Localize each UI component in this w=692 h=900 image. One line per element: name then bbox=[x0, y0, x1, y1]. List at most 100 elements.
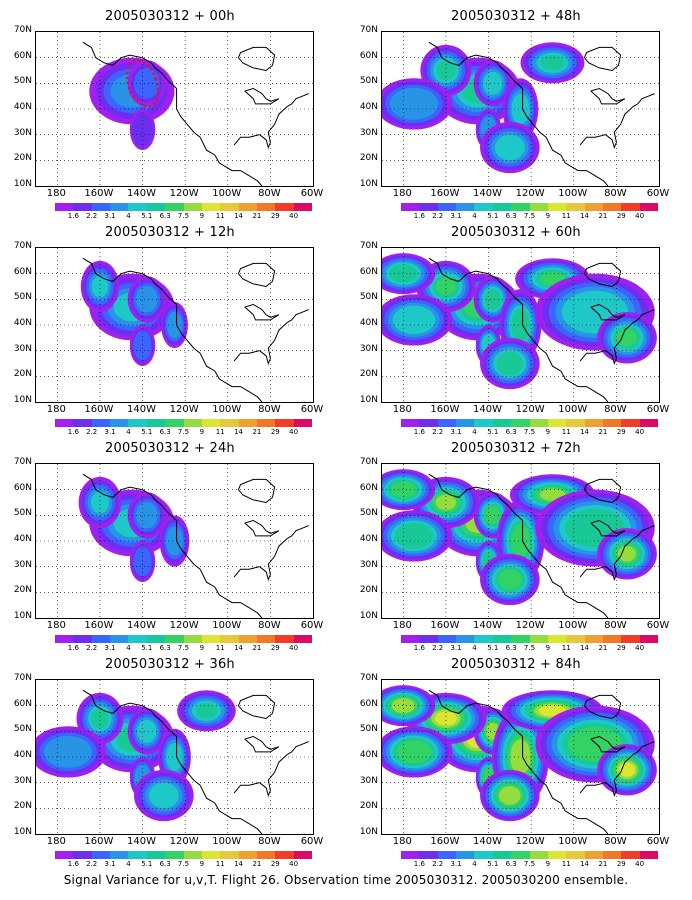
variance-contour bbox=[511, 93, 530, 125]
colorbar-label: 6.3 bbox=[505, 428, 517, 436]
longitude-label: 140W bbox=[473, 404, 503, 415]
colorbar-swatch bbox=[128, 635, 147, 643]
panel-title: 2005030312 + 84h bbox=[451, 657, 581, 672]
colorbar-swatch bbox=[110, 203, 129, 211]
colorbar-swatch bbox=[110, 419, 129, 427]
colorbar-swatch bbox=[511, 851, 530, 859]
colorbar-label: 9 bbox=[199, 644, 205, 652]
variance-contour bbox=[496, 352, 524, 375]
latitude-label: 30N bbox=[13, 559, 32, 570]
longitude-label: 160W bbox=[430, 620, 460, 631]
longitude-label: 100W bbox=[558, 620, 588, 631]
colorbar-label: 5.1 bbox=[141, 212, 153, 220]
latitude-label: 20N bbox=[13, 153, 32, 164]
colorbar-swatch bbox=[146, 419, 166, 427]
latitude-label: 70N bbox=[13, 457, 32, 467]
variance-contour bbox=[435, 494, 457, 511]
variance-contour bbox=[166, 742, 183, 772]
coastline bbox=[428, 689, 609, 834]
colorbar-swatch bbox=[602, 203, 622, 211]
colorbar-swatch bbox=[128, 851, 147, 859]
latitude-label: 40N bbox=[359, 102, 378, 112]
colorbar-label: 14 bbox=[580, 212, 590, 220]
colorbar-label: 29 bbox=[270, 860, 280, 868]
longitude-label: 60W bbox=[300, 620, 324, 631]
colorbar-label: 5.1 bbox=[487, 212, 499, 220]
colorbar-swatch bbox=[456, 203, 475, 211]
colorbar-label: 3.1 bbox=[104, 212, 116, 220]
colorbar-swatch bbox=[110, 851, 129, 859]
colorbar-swatch bbox=[183, 419, 202, 427]
longitude-label: 180 bbox=[46, 836, 66, 847]
colorbar-swatch bbox=[529, 419, 548, 427]
colorbar-swatch bbox=[220, 203, 239, 211]
colorbar-label: 6.3 bbox=[159, 212, 171, 220]
colorbar-swatch bbox=[165, 635, 184, 643]
colorbar-label: 5.1 bbox=[141, 644, 153, 652]
colorbar-swatch bbox=[584, 851, 603, 859]
colorbar-label: 7.5 bbox=[523, 212, 536, 220]
colorbar-swatch bbox=[256, 203, 276, 211]
colorbar-label: 3.1 bbox=[450, 212, 462, 220]
longitude-label: 80W bbox=[258, 188, 281, 199]
longitude-label: 80W bbox=[258, 836, 281, 847]
coastline bbox=[237, 262, 276, 288]
map-plot-area bbox=[381, 463, 660, 619]
flight-track bbox=[125, 59, 160, 108]
colorbar-label: 4 bbox=[126, 428, 131, 436]
map-plot-area bbox=[35, 247, 314, 403]
colorbar-swatch bbox=[55, 635, 74, 643]
latitude-label: 20N bbox=[359, 153, 378, 164]
panel-title: 2005030312 + 00h bbox=[105, 9, 235, 24]
colorbar-swatch bbox=[602, 635, 622, 643]
colorbar-swatch bbox=[492, 203, 512, 211]
colorbar-label: 2.2 bbox=[86, 428, 98, 436]
colorbar-label: 11 bbox=[215, 860, 225, 868]
coastline bbox=[590, 87, 626, 105]
colorbar-label: 14 bbox=[234, 860, 244, 868]
longitude-label: 80W bbox=[258, 620, 281, 631]
latitude-label: 10N bbox=[13, 179, 32, 189]
colorbar-swatch bbox=[547, 203, 567, 211]
variance-contour bbox=[617, 329, 637, 347]
panel-title: 2005030312 + 12h bbox=[105, 225, 235, 240]
coastline bbox=[590, 735, 626, 753]
colorbar-label: 1.6 bbox=[413, 428, 425, 436]
variance-contour bbox=[434, 711, 457, 726]
colorbar-swatch bbox=[474, 419, 493, 427]
colorbar-swatch bbox=[621, 635, 640, 643]
colorbar-label: 3.1 bbox=[450, 860, 462, 868]
colorbar-swatch bbox=[474, 635, 493, 643]
colorbar-label: 2.2 bbox=[86, 860, 98, 868]
latitude-label: 10N bbox=[13, 395, 32, 405]
variance-contour bbox=[390, 481, 417, 498]
colorbar-label: 1.6 bbox=[413, 212, 425, 220]
colorbar-swatch bbox=[256, 635, 276, 643]
colorbar-swatch bbox=[529, 203, 548, 211]
colorbar-swatch bbox=[511, 203, 530, 211]
colorbar-swatch bbox=[146, 851, 166, 859]
colorbar-swatch bbox=[584, 635, 603, 643]
variance-contour bbox=[135, 502, 158, 529]
longitude-label: 180 bbox=[392, 188, 412, 199]
colorbar-label: 29 bbox=[270, 428, 280, 436]
colorbar-label: 1.6 bbox=[413, 860, 425, 868]
variance-field bbox=[382, 248, 659, 402]
longitude-label: 120W bbox=[515, 620, 545, 631]
colorbar-swatch bbox=[566, 203, 585, 211]
colorbar-label: 1.6 bbox=[413, 644, 425, 652]
variance-contour bbox=[483, 71, 503, 95]
colorbar-label: 6.3 bbox=[505, 644, 517, 652]
longitude-label: 180 bbox=[46, 620, 66, 631]
longitude-label: 80W bbox=[604, 836, 627, 847]
coastline bbox=[237, 694, 276, 720]
colorbar-label: 21 bbox=[598, 860, 608, 868]
colorbar bbox=[55, 851, 313, 859]
colorbar-swatch bbox=[238, 419, 257, 427]
variance-contour bbox=[137, 719, 157, 743]
longitude-label: 80W bbox=[604, 404, 627, 415]
colorbar bbox=[401, 203, 659, 211]
colorbar-label: 14 bbox=[234, 644, 244, 652]
variance-contour bbox=[540, 55, 565, 71]
variance-contour bbox=[494, 134, 525, 161]
